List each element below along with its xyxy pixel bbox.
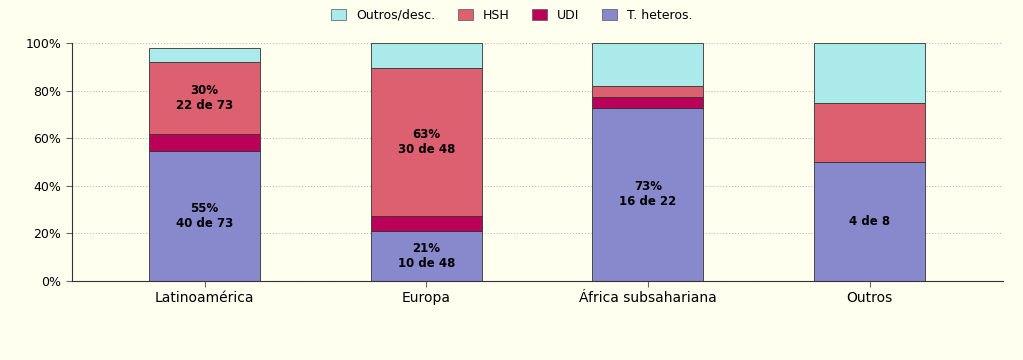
Text: 73%
16 de 22: 73% 16 de 22 [619,180,676,208]
Bar [370,216,482,231]
Bar [592,86,704,97]
Text: 21%
10 de 48: 21% 10 de 48 [398,242,455,270]
Bar [814,162,925,281]
Bar [370,231,482,281]
Bar [370,43,482,68]
Bar [814,43,925,103]
Text: 55%
40 de 73: 55% 40 de 73 [176,202,233,230]
Bar [592,97,704,108]
Legend: Outros/desc., HSH, UDI, T. heteros.: Outros/desc., HSH, UDI, T. heteros. [328,6,695,24]
Bar [370,68,482,216]
Bar [149,62,260,134]
Text: 30%
22 de 73: 30% 22 de 73 [176,84,233,112]
Bar [149,150,260,281]
Bar [149,48,260,62]
Bar [592,43,704,86]
Bar [814,103,925,162]
Bar [592,108,704,281]
Text: 63%
30 de 48: 63% 30 de 48 [398,128,455,156]
Bar [149,134,260,150]
Text: 4 de 8: 4 de 8 [849,215,890,228]
